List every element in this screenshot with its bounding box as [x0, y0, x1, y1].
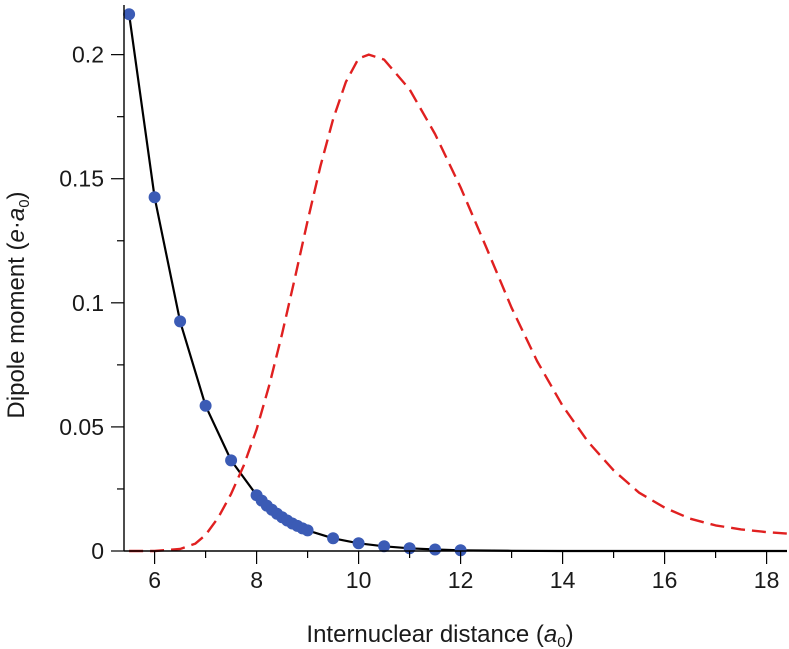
- y-axis-label-text: Dipole moment (: [3, 242, 30, 418]
- data-point: [327, 532, 340, 545]
- x-tick-label: 12: [448, 567, 474, 593]
- y-tick-label: 0: [91, 538, 104, 564]
- data-point: [148, 191, 161, 204]
- y-axis-label-dot: ·: [3, 221, 30, 229]
- y-tick-label: 0.2: [72, 42, 104, 68]
- x-axis-label-text: Internuclear distance (: [306, 621, 543, 648]
- data-point: [378, 540, 391, 553]
- y-tick-label: 0.05: [59, 414, 104, 440]
- x-tick-label: 10: [346, 567, 372, 593]
- y-axis-label-close: ): [3, 191, 30, 199]
- data-point: [199, 399, 212, 412]
- x-axis-label: Internuclear distance (a0): [306, 621, 573, 649]
- data-point: [123, 8, 136, 21]
- x-tick-label: 6: [148, 567, 161, 593]
- data-point: [174, 315, 187, 328]
- data-point: [352, 537, 365, 550]
- y-axis-label: Dipole moment (e·a0): [3, 191, 33, 418]
- x-tick-label: 16: [652, 567, 678, 593]
- y-axis-label-subscript: 0: [16, 199, 33, 207]
- fit-curve-line: [128, 14, 787, 553]
- x-tick-label: 8: [250, 567, 263, 593]
- y-tick-label: 0.1: [72, 290, 104, 316]
- dashed-curve-line: [129, 53, 788, 553]
- axes: 6 8 10 12 14 16 18 0 0.05 0.1 0.15 0.2: [59, 5, 787, 593]
- x-tick-label: 14: [550, 567, 576, 593]
- x-axis-label-subscript: 0: [557, 634, 565, 649]
- data-point: [225, 454, 238, 467]
- x-axis-label-symbol: a: [544, 621, 557, 648]
- x-tick-label: 18: [754, 567, 780, 593]
- data-point: [301, 524, 314, 537]
- y-tick-label: 0.15: [59, 166, 104, 192]
- data-point: [429, 543, 442, 556]
- y-axis-label-charge: e: [3, 229, 30, 242]
- x-axis-label-close: ): [566, 621, 574, 648]
- plot-area: [123, 8, 788, 557]
- y-axis-label-symbol: a: [3, 208, 30, 221]
